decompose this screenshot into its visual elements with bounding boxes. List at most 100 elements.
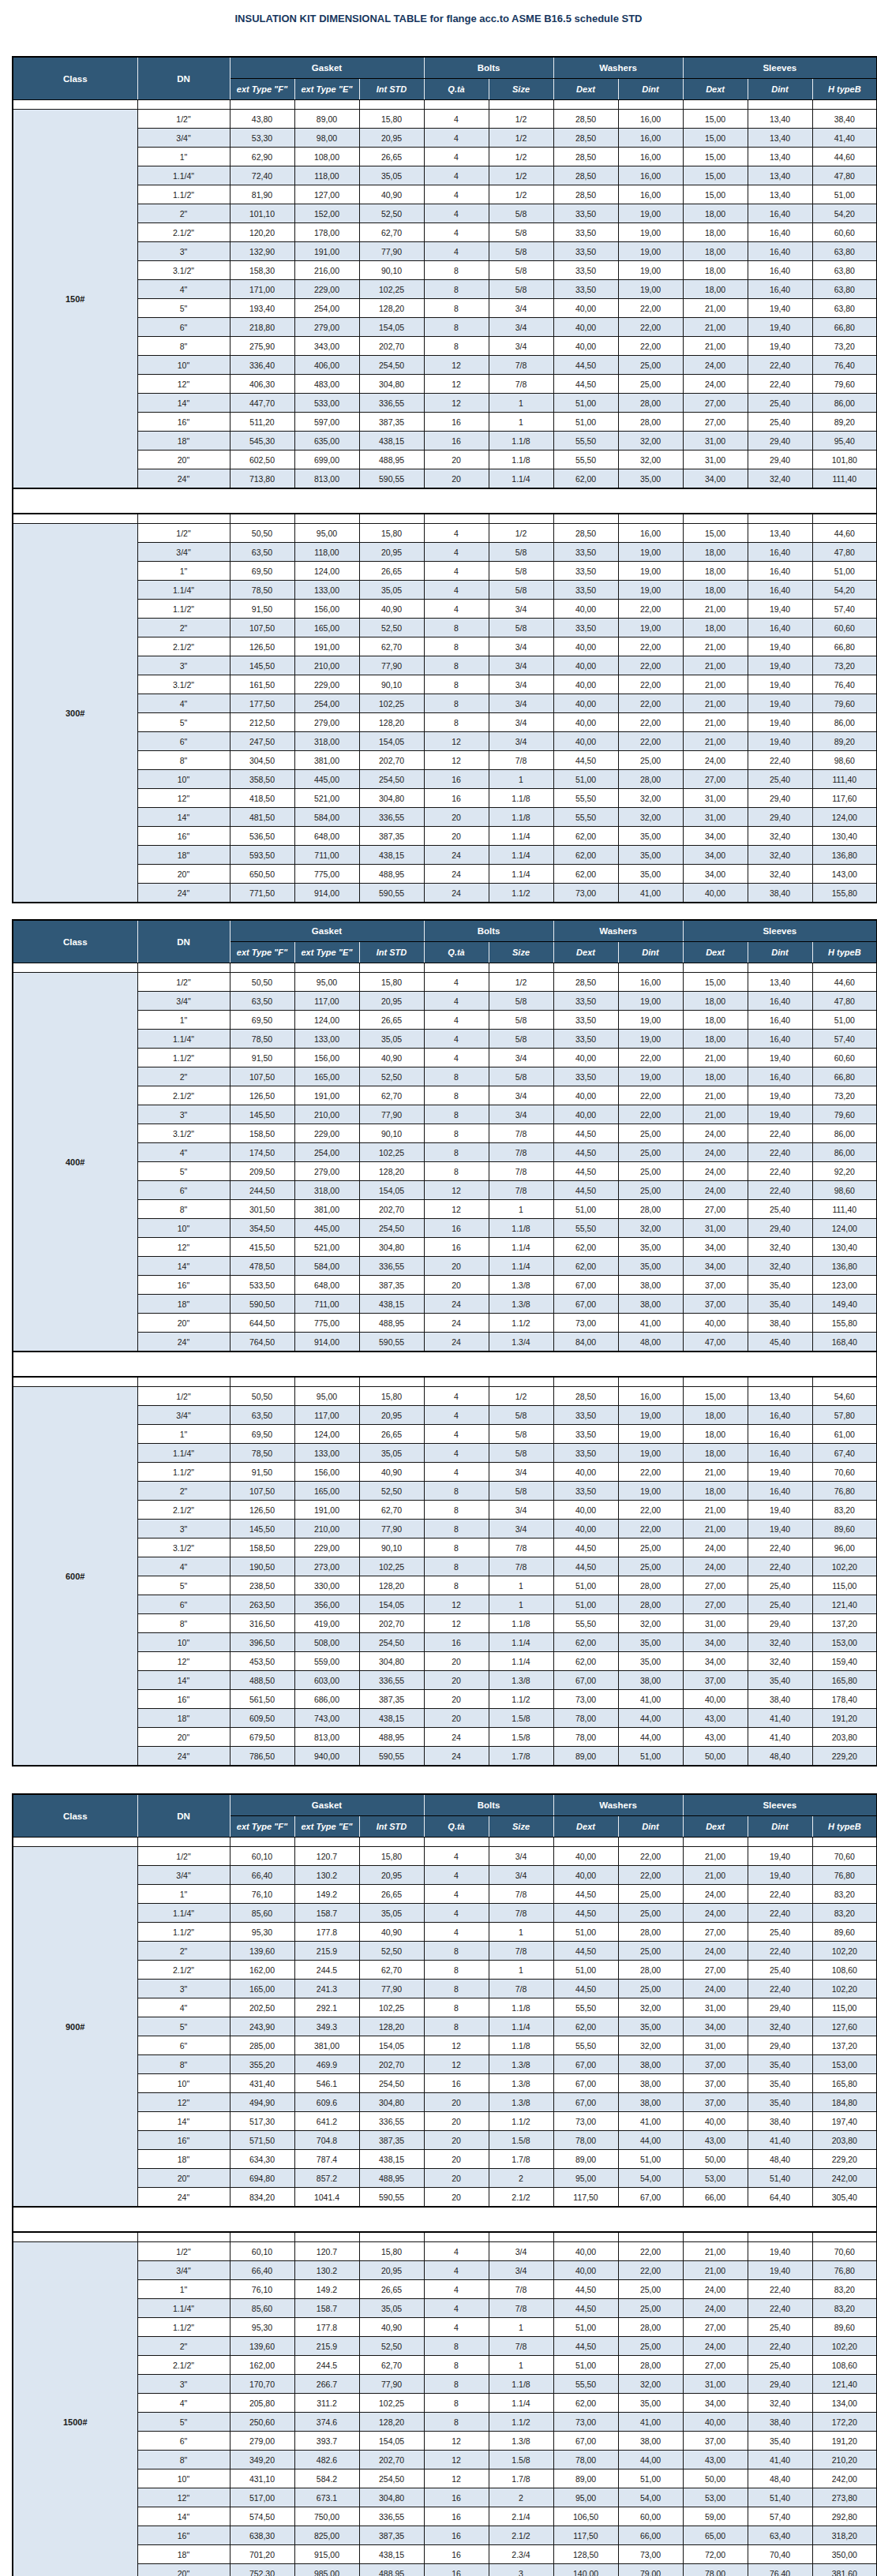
value-cell: 76,40 [748,2564,812,2576]
table-row: 14"478,50584,00336,55201.1/462,0035,0034… [13,1257,877,1276]
value-cell: 43,00 [683,1728,748,1747]
value-cell: 38,40 [748,1314,812,1333]
value-cell: 154,05 [359,2036,424,2055]
col-group-bolts: Bolts [424,57,553,79]
value-cell: 57,40 [812,600,877,619]
value-cell: 26,65 [359,1425,424,1444]
value-cell: 117,50 [553,2526,618,2545]
value-cell: 32,40 [748,2394,812,2413]
value-cell: 34,00 [683,1652,748,1671]
value-cell: 156,00 [294,1049,359,1067]
value-cell: 1/2 [489,166,553,185]
value-cell: 38,00 [618,2074,683,2093]
value-cell: 21,00 [683,1501,748,1520]
dn-cell: 8" [137,337,230,356]
value-cell: 20 [424,1690,489,1709]
value-cell: 24,00 [683,356,748,375]
value-cell: 24,00 [683,2280,748,2299]
value-cell: 3/4 [489,1105,553,1124]
col-header-dn: DN [137,1794,230,1838]
value-cell: 28,00 [618,1200,683,1219]
value-cell: 8 [424,261,489,280]
value-cell: 126,50 [230,1501,294,1520]
value-cell: 35,00 [618,2017,683,2036]
dn-cell: 1.1/2" [137,600,230,619]
spacer-cell [137,963,230,973]
value-cell: 62,70 [359,223,424,242]
value-cell: 304,80 [359,789,424,808]
value-cell: 7/8 [489,2280,553,2299]
value-cell: 22,40 [748,1124,812,1143]
value-cell: 21,00 [683,694,748,713]
value-cell: 1.1/8 [489,451,553,469]
value-cell: 8 [424,318,489,337]
spacer-cell [230,963,294,973]
table-row: 1.1/4"72,40118,0035,0541/228,5016,0015,0… [13,166,877,185]
value-cell: 155,80 [812,884,877,903]
spacer-cell [748,2232,812,2242]
class-label-cell: 600# [13,1387,137,1767]
value-cell: 38,40 [812,110,877,129]
value-cell: 158,50 [230,1124,294,1143]
value-cell: 16,40 [748,1482,812,1501]
value-cell: 28,50 [553,1387,618,1406]
value-cell: 83,20 [812,1501,877,1520]
page-title: INSULATION KIT DIMENSIONAL TABLE for fla… [0,0,877,40]
dn-cell: 8" [137,1200,230,1219]
value-cell: 158,30 [230,261,294,280]
value-cell: 8 [424,1143,489,1162]
value-cell: 19,00 [618,1444,683,1463]
value-cell: 8 [424,299,489,318]
value-cell: 254,00 [294,1143,359,1162]
col-subheader-7: Dext [683,942,748,963]
value-cell: 210,20 [812,2451,877,2469]
table-row: 4"174,50254,00102,2587/844,5025,0024,002… [13,1143,877,1162]
value-cell: 78,50 [230,581,294,600]
dn-cell: 1/2" [137,524,230,543]
spacer-cell [424,2232,489,2242]
value-cell: 202,70 [359,1614,424,1633]
value-cell: 73,00 [553,1314,618,1333]
value-cell: 89,00 [553,2150,618,2169]
table-row: 5"193,40254,00128,2083/440,0022,0021,001… [13,299,877,318]
col-subheader-6: Dint [618,1816,683,1838]
value-cell: 1.1/2 [489,2112,553,2131]
spacer-cell [294,100,359,110]
value-cell: 133,00 [294,1444,359,1463]
value-cell: 16 [424,2545,489,2564]
value-cell: 590,55 [359,1747,424,1767]
value-cell: 19,00 [618,581,683,600]
value-cell: 86,00 [812,1124,877,1143]
col-group-sleeves: Sleeves [683,920,877,942]
value-cell: 50,50 [230,1387,294,1406]
value-cell: 574,50 [230,2507,294,2526]
value-cell: 55,50 [553,2036,618,2055]
value-cell: 1/2 [489,524,553,543]
value-cell: 517,30 [230,2112,294,2131]
value-cell: 40,00 [683,1690,748,1709]
dn-cell: 20" [137,2564,230,2576]
value-cell: 40,00 [553,1086,618,1105]
value-cell: 244.5 [294,1961,359,1980]
value-cell: 51,00 [553,1961,618,1980]
value-cell: 3 [489,2564,553,2576]
dn-cell: 14" [137,1671,230,1690]
value-cell: 210,00 [294,656,359,675]
value-cell: 494,90 [230,2093,294,2112]
value-cell: 128,20 [359,713,424,732]
table-row: 8"275,90343,00202,7083/440,0022,0021,001… [13,337,877,356]
value-cell: 33,50 [553,242,618,261]
value-cell: 16,40 [748,1011,812,1030]
col-subheader-1: ext Type "E" [294,1816,359,1838]
value-cell: 25,40 [748,1923,812,1942]
value-cell: 4 [424,1923,489,1942]
spacer-cell [13,100,137,110]
value-cell: 18,00 [683,242,748,261]
value-cell: 16,00 [618,148,683,166]
value-cell: 101,10 [230,204,294,223]
value-cell: 19,40 [748,1847,812,1866]
spacer-cell [489,1377,553,1387]
value-cell: 15,80 [359,1847,424,1866]
value-cell: 22,40 [748,1143,812,1162]
value-cell: 19,00 [618,1067,683,1086]
